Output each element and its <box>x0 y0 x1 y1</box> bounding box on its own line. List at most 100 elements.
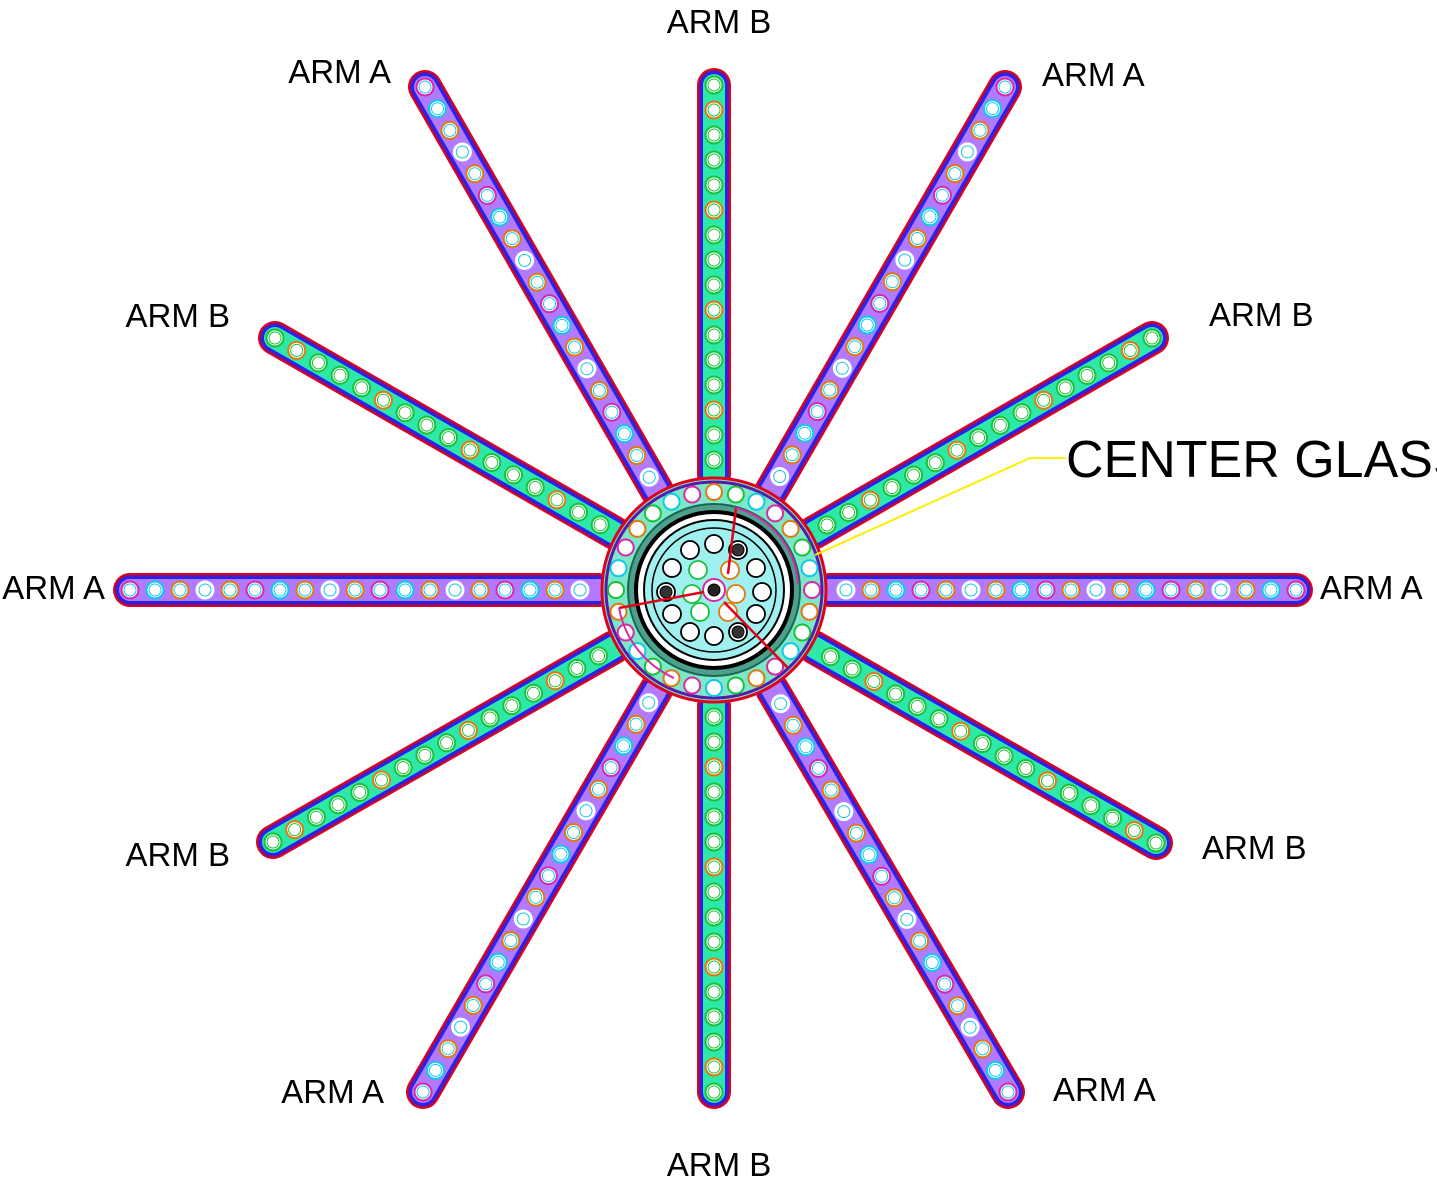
arm-top-left-ring-inner <box>580 362 594 376</box>
arm-lower-right-ring-inner <box>845 662 859 676</box>
arm-lower-left-ring-inner <box>461 723 475 737</box>
arm-upper-right <box>796 321 1169 550</box>
arm-top-left-ring-inner <box>480 188 494 202</box>
arm-right-ring-inner <box>1214 583 1228 597</box>
arm-right-ring-inner <box>1064 583 1078 597</box>
center-ring-hole <box>662 669 681 688</box>
arm-bottom-left-ring-inner <box>604 761 618 775</box>
arm-top-ring-inner <box>707 453 721 467</box>
arm-bottom-right-ring-inner <box>938 977 952 991</box>
center-glass-hole <box>704 626 724 646</box>
center-ring-hole <box>793 538 812 557</box>
arm-top-ring-inner <box>707 253 721 267</box>
arm-bottom-ring-inner <box>707 935 721 949</box>
arm-lower-left-ring-inner <box>527 686 540 700</box>
arm-bottom-ring-inner <box>707 1010 721 1024</box>
arm-top-left-ring-inner <box>605 405 619 419</box>
label-arm-bottom-right: ARM A <box>1053 1071 1156 1108</box>
arm-top-right-ring-inner <box>986 102 999 116</box>
arm-upper-right-ring-inner <box>1123 344 1137 357</box>
center-guide-line <box>618 590 705 610</box>
center-glass-hole <box>704 534 724 554</box>
arm-bottom-right-ring-inner <box>774 697 788 711</box>
center-ring-hole <box>616 623 635 642</box>
arm-upper-right-ring-inner <box>1058 381 1072 395</box>
arm-top-ring-inner <box>707 278 721 292</box>
arm-lower-right-ring-inner <box>954 724 968 738</box>
arm-top-ring-inner <box>707 103 721 117</box>
center-ring-hole <box>705 483 723 501</box>
center-guide-line <box>726 507 738 575</box>
label-arm-top-left: ARM A <box>288 53 391 90</box>
arm-top-ring-inner <box>707 378 721 392</box>
center-glass-hole <box>680 540 700 560</box>
arm-left <box>113 573 616 607</box>
arm-bottom-right-ring-inner <box>812 761 825 775</box>
center-ring-hole <box>726 676 745 695</box>
arm-upper-left-ring-inner <box>333 368 347 382</box>
arm-top-right-ring-inner <box>785 448 799 462</box>
arm-top-right-ring-inner <box>935 188 949 202</box>
label-arm-upper-right: ARM B <box>1209 296 1314 333</box>
arm-lower-left <box>256 630 632 859</box>
arm-right-ring-inner <box>1239 583 1253 597</box>
label-arm-lower-right: ARM B <box>1202 829 1307 866</box>
label-arm-left: ARM A <box>2 569 105 606</box>
center-ring-hole <box>803 581 821 599</box>
arm-lower-left-ring-inner <box>375 773 388 787</box>
arm-top-right-ring-inner <box>885 275 899 289</box>
arm-right-ring-inner <box>989 583 1003 597</box>
arm-bottom-left-ring-inner <box>567 826 580 839</box>
arm-left-ring-inner <box>198 583 212 597</box>
center-ring-hole <box>800 602 819 621</box>
center-ring-hole <box>781 519 800 538</box>
arm-lower-left-ring-inner <box>483 711 497 725</box>
arm-top-left-ring-inner <box>530 275 544 289</box>
arm-upper-left-ring-inner <box>463 443 477 457</box>
center-glass-hole <box>746 604 766 624</box>
arm-top-left-ring-inner <box>443 123 457 137</box>
arm-bottom-left-ring-inner <box>554 847 568 861</box>
center-ring-hole <box>747 669 766 688</box>
arm-bottom-right-ring-inner <box>951 999 964 1013</box>
label-arm-bottom: ARM B <box>667 1146 772 1179</box>
arm-upper-right-ring-inner <box>863 493 877 507</box>
arm-left-ring-inner <box>298 583 312 597</box>
arm-bottom-ring-inner <box>707 1060 721 1074</box>
arm-bottom-right-ring-inner <box>900 912 914 926</box>
center-ring-hole <box>781 642 800 661</box>
arm-top-left-ring-inner <box>592 384 606 397</box>
center-glass-hole <box>726 584 746 604</box>
arm-left-ring-inner <box>223 583 237 597</box>
arm-upper-right-ring-inner <box>928 456 942 470</box>
arm-top-left-ring-inner <box>543 297 556 311</box>
arm-upper-right-ring-inner <box>972 431 986 445</box>
arm-upper-left-ring-inner <box>507 468 520 482</box>
arm-left-ring-inner <box>548 583 562 597</box>
center-ring-hole <box>766 657 785 676</box>
arm-bottom-ring-inner <box>707 710 721 724</box>
arm-top-right-ring-inner <box>873 296 887 310</box>
arm-right-ring-inner <box>1089 583 1103 597</box>
center-glass-hole <box>746 558 766 578</box>
center-glass-hole <box>688 560 708 580</box>
arms-group <box>113 68 1313 1109</box>
arm-bottom-left-ring-inner <box>629 717 643 731</box>
arm-bottom-right-ring-inner <box>913 934 927 948</box>
arm-lower-right-ring-inner <box>975 737 989 751</box>
center-ring-hole <box>607 581 625 599</box>
arm-right-ring-inner <box>1114 583 1128 597</box>
arm-top-right-ring-inner <box>773 470 787 483</box>
arm-lower-left-ring-inner <box>592 649 606 663</box>
center-glass-assembly <box>600 476 828 704</box>
label-center-glass: CENTER GLASS <box>1066 431 1437 489</box>
arm-left-ring-inner <box>523 583 537 597</box>
center-glass-hole <box>662 604 682 624</box>
center-ring-hole <box>662 492 681 511</box>
arm-upper-left-ring-inner <box>290 343 304 357</box>
arm-bottom-ring-inner <box>707 860 721 874</box>
center-ring-hole <box>747 492 766 511</box>
arm-bottom-right-ring-inner <box>786 718 800 732</box>
arm-lower-left-ring-inner <box>266 835 280 849</box>
arm-lower-left-ring-inner <box>331 798 345 812</box>
